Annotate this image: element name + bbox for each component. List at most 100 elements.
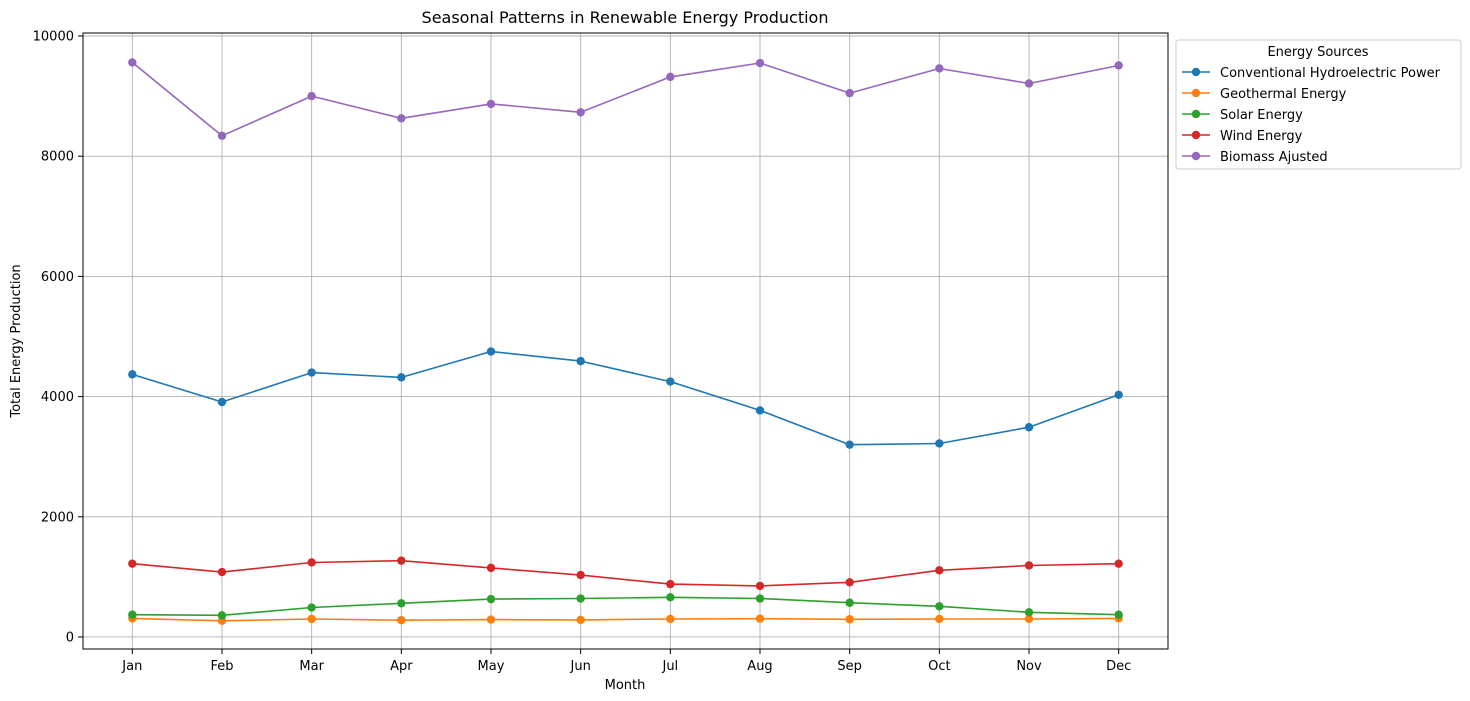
legend-frame: [1175, 39, 1462, 170]
legend-title: Energy Sources: [1267, 45, 1368, 60]
data-point: [1024, 423, 1034, 432]
data-point: [755, 614, 765, 623]
data-point: [1114, 61, 1123, 70]
data-point: [397, 114, 406, 123]
legend-item: Biomass Ajusted: [1182, 150, 1328, 165]
data-point: [307, 91, 316, 101]
series-layer: [128, 58, 1123, 625]
series-4: [128, 58, 1123, 140]
data-point: [217, 611, 227, 620]
x-tick-label: Oct: [928, 659, 950, 674]
x-tick-label: May: [478, 659, 505, 674]
y-axis-label: Total Energy Production: [9, 264, 24, 418]
legend-item: Geothermal Energy: [1182, 87, 1347, 102]
legend-item: Wind Energy: [1182, 129, 1303, 144]
x-tick-label: Aug: [747, 659, 772, 674]
x-axis-label: Month: [605, 678, 646, 693]
data-point: [576, 615, 585, 625]
data-point: [666, 579, 675, 589]
y-tick-label: 2000: [41, 510, 74, 525]
data-point: [1024, 561, 1034, 570]
data-point: [217, 397, 227, 407]
data-point: [755, 58, 765, 68]
data-point: [755, 581, 765, 591]
data-point: [666, 377, 675, 386]
data-point: [755, 594, 765, 603]
legend-marker: [1191, 88, 1201, 98]
data-point: [1024, 608, 1034, 617]
legend-label: Solar Energy: [1220, 108, 1303, 123]
x-tick-label: Jan: [121, 659, 142, 674]
data-point: [666, 72, 675, 82]
data-point: [128, 58, 137, 67]
data-point: [1024, 79, 1034, 88]
y-tick-label: 0: [66, 630, 74, 645]
x-axis: Jan Feb Mar Apr May Jun Jul Aug Sep Oct Nov Dec: [121, 649, 1131, 674]
series-line: [131, 61, 1119, 137]
data-point: [486, 347, 496, 356]
data-point: [217, 567, 227, 577]
data-point: [845, 88, 854, 98]
series-2: [128, 593, 1123, 620]
y-axis: 0 2000 4000 6000 8000 10000: [33, 30, 83, 645]
grid: [83, 33, 1168, 649]
series-line: [132, 559, 1119, 587]
data-point: [576, 594, 585, 603]
legend-marker: [1191, 109, 1201, 119]
series-line: [132, 596, 1119, 617]
x-tick-label: Nov: [1016, 659, 1042, 674]
data-point: [486, 615, 496, 624]
data-point: [1114, 559, 1123, 568]
y-tick-label: 10000: [33, 30, 74, 45]
data-point: [307, 603, 316, 612]
legend-label: Wind Energy: [1220, 129, 1303, 144]
x-tick-label: Mar: [299, 659, 324, 674]
data-point: [1114, 610, 1123, 619]
data-point: [397, 373, 406, 382]
data-point: [397, 615, 406, 625]
data-point: [755, 406, 765, 415]
data-point: [486, 563, 496, 573]
y-tick-label: 4000: [41, 390, 74, 405]
x-tick-label: Feb: [210, 659, 233, 674]
data-point: [1114, 390, 1123, 399]
legend-label: Biomass Ajusted: [1220, 150, 1328, 165]
data-point: [486, 594, 496, 604]
legend-label: Geothermal Energy: [1220, 87, 1347, 102]
legend-marker: [1191, 151, 1201, 161]
data-point: [486, 99, 496, 109]
data-point: [935, 566, 944, 575]
data-point: [845, 578, 854, 587]
legend-item: Solar Energy: [1182, 108, 1303, 123]
x-tick-label: Jul: [661, 659, 678, 674]
data-point: [576, 108, 585, 117]
legend-marker: [1191, 67, 1201, 77]
series-3: [128, 556, 1123, 591]
legend-item: Conventional Hydroelectric Power: [1182, 66, 1441, 81]
series-0: [128, 347, 1123, 449]
chart-title: Seasonal Patterns in Renewable Energy Pr…: [422, 8, 829, 27]
data-point: [935, 602, 944, 611]
data-point: [217, 131, 227, 140]
legend-marker: [1191, 130, 1201, 140]
plot-frame: [82, 32, 1169, 650]
data-point: [576, 570, 585, 580]
data-point: [128, 610, 137, 619]
legend-label: Conventional Hydroelectric Power: [1220, 66, 1441, 81]
data-point: [397, 599, 406, 608]
data-point: [935, 64, 944, 73]
data-point: [128, 370, 137, 379]
data-point: [666, 593, 675, 602]
data-point: [935, 614, 944, 624]
data-point: [307, 558, 316, 567]
x-tick-label: Dec: [1106, 659, 1131, 674]
legend-items: Conventional Hydroelectric Power Geotherm…: [1182, 66, 1441, 165]
x-tick-label: Sep: [837, 659, 862, 674]
data-point: [128, 559, 137, 568]
series-1: [128, 614, 1123, 625]
data-point: [666, 614, 675, 624]
y-tick-label: 6000: [41, 270, 74, 285]
data-point: [307, 614, 316, 624]
data-point: [935, 439, 944, 448]
